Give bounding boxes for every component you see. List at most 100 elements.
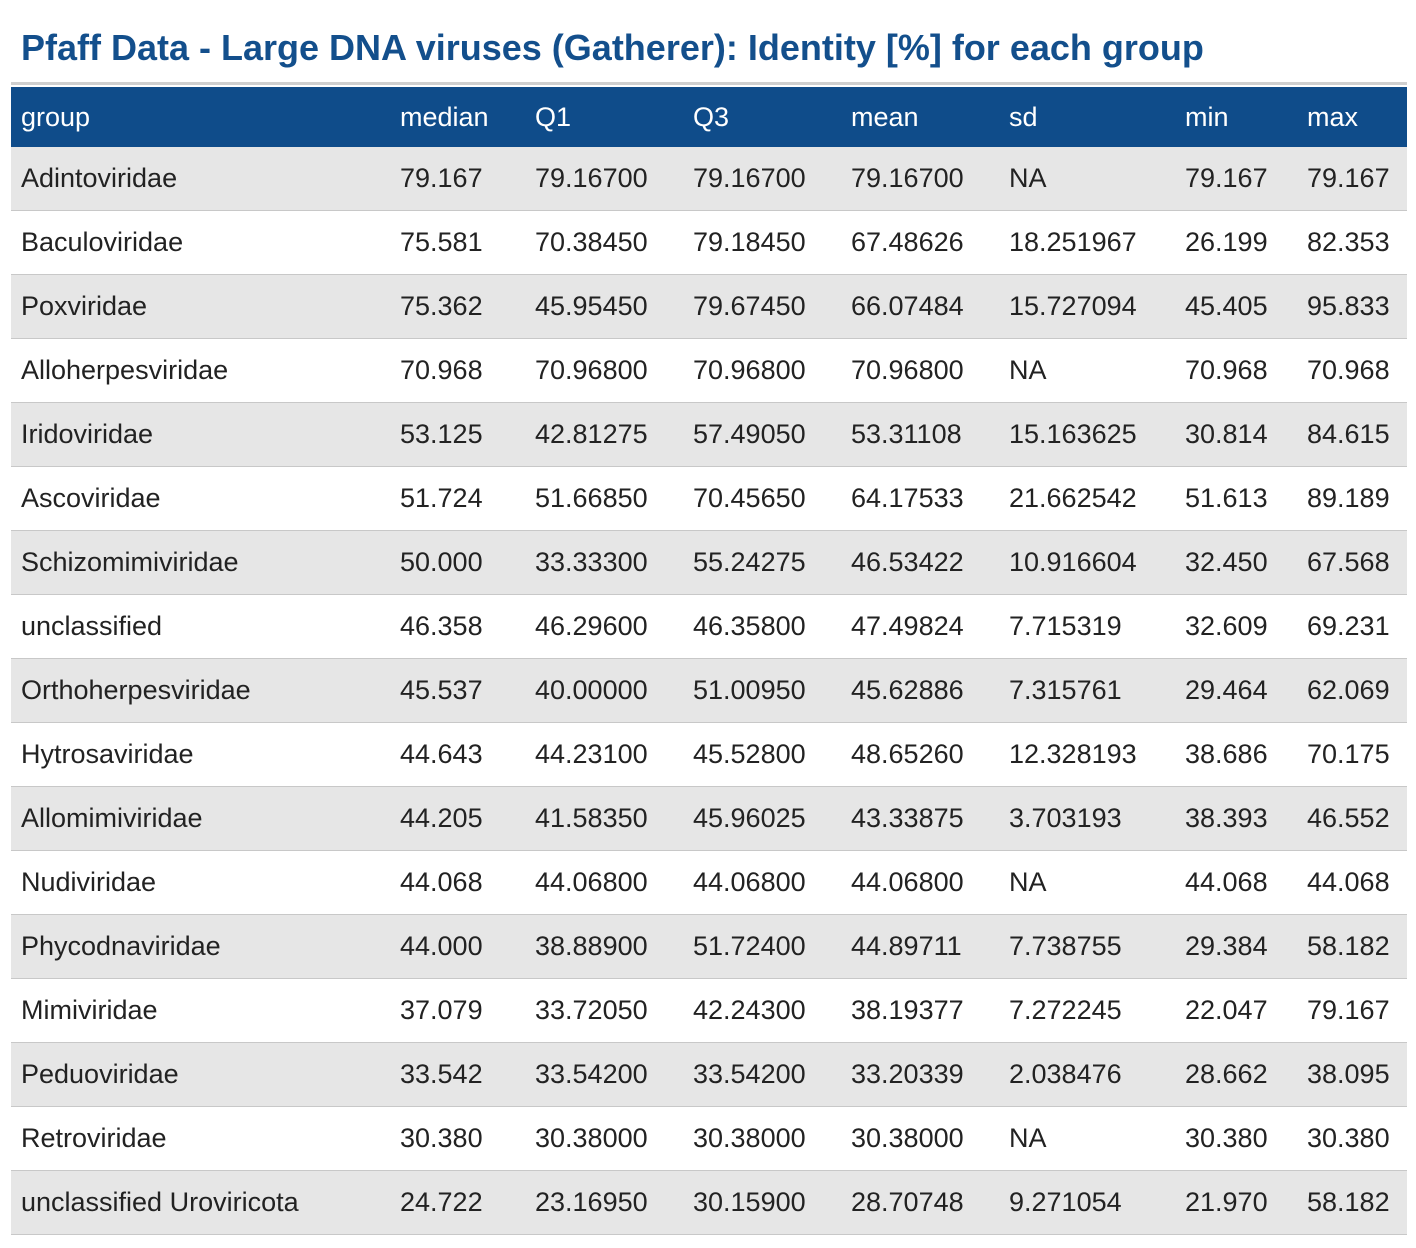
group-cell: Allomimiviridae bbox=[11, 786, 390, 851]
value-cell: 10.916604 bbox=[999, 530, 1175, 595]
value-cell: 37.079 bbox=[390, 978, 525, 1043]
value-cell: 79.16700 bbox=[841, 147, 999, 211]
value-cell: 46.358 bbox=[390, 594, 525, 659]
value-cell: 30.380 bbox=[1297, 1106, 1407, 1171]
value-cell: 2.038476 bbox=[999, 1042, 1175, 1107]
value-cell: 79.167 bbox=[390, 147, 525, 211]
value-cell: 46.53422 bbox=[841, 530, 999, 595]
value-cell: 51.72400 bbox=[683, 914, 841, 979]
value-cell: 41.58350 bbox=[525, 786, 683, 851]
group-cell: Nudiviridae bbox=[11, 850, 390, 915]
value-cell: NA bbox=[999, 147, 1175, 211]
value-cell: 51.613 bbox=[1175, 466, 1297, 531]
value-cell: 70.96800 bbox=[525, 338, 683, 403]
value-cell: 33.33300 bbox=[525, 530, 683, 595]
value-cell: 53.31108 bbox=[841, 402, 999, 467]
value-cell: 53.125 bbox=[390, 402, 525, 467]
value-cell: 69.231 bbox=[1297, 594, 1407, 659]
group-cell: Phycodnaviridae bbox=[11, 914, 390, 979]
table-row: Mimiviridae 37.079 33.72050 42.24300 38.1937… bbox=[11, 978, 1407, 1043]
value-cell: 51.00950 bbox=[683, 658, 841, 723]
table-row: Baculoviridae 75.581 70.38450 79.18450 67.48… bbox=[11, 210, 1407, 275]
value-cell: 79.167 bbox=[1297, 147, 1407, 211]
table-row: Poxviridae 75.362 45.95450 79.67450 66.07484… bbox=[11, 274, 1407, 339]
value-cell: 22.047 bbox=[1175, 978, 1297, 1043]
value-cell: 40.00000 bbox=[525, 658, 683, 723]
group-cell: Ascoviridae bbox=[11, 466, 390, 531]
value-cell: 44.06800 bbox=[841, 850, 999, 915]
table-row: Nudiviridae 44.068 44.06800 44.06800 44.0680… bbox=[11, 850, 1407, 915]
column-header: Q3 bbox=[683, 87, 841, 147]
value-cell: 32.609 bbox=[1175, 594, 1297, 659]
value-cell: 45.52800 bbox=[683, 722, 841, 787]
value-cell: 12.328193 bbox=[999, 722, 1175, 787]
value-cell: 7.315761 bbox=[999, 658, 1175, 723]
group-cell: Alloherpesviridae bbox=[11, 338, 390, 403]
value-cell: 33.54200 bbox=[525, 1042, 683, 1107]
value-cell: NA bbox=[999, 850, 1175, 915]
value-cell: 15.163625 bbox=[999, 402, 1175, 467]
value-cell: 70.45650 bbox=[683, 466, 841, 531]
column-header: mean bbox=[841, 87, 999, 147]
value-cell: 32.450 bbox=[1175, 530, 1297, 595]
group-cell: Adintoviridae bbox=[11, 147, 390, 211]
table-row: Peduoviridae 33.542 33.54200 33.54200 33.203… bbox=[11, 1042, 1407, 1107]
value-cell: 15.727094 bbox=[999, 274, 1175, 339]
table-row: Retroviridae 30.380 30.38000 30.38000 30.380… bbox=[11, 1106, 1407, 1171]
table-row: Hytrosaviridae 44.643 44.23100 45.52800 48.6… bbox=[11, 722, 1407, 787]
value-cell: 28.70748 bbox=[841, 1170, 999, 1235]
value-cell: 46.35800 bbox=[683, 594, 841, 659]
column-header: sd bbox=[999, 87, 1175, 147]
value-cell: 75.362 bbox=[390, 274, 525, 339]
value-cell: 3.703193 bbox=[999, 786, 1175, 851]
value-cell: 30.814 bbox=[1175, 402, 1297, 467]
value-cell: 30.38000 bbox=[525, 1106, 683, 1171]
value-cell: 45.537 bbox=[390, 658, 525, 723]
value-cell: 50.000 bbox=[390, 530, 525, 595]
table-row: unclassified Uroviricota 24.722 23.16950 30… bbox=[11, 1170, 1407, 1235]
table-row: unclassified 46.358 46.29600 46.35800 47.498… bbox=[11, 594, 1407, 659]
value-cell: 58.182 bbox=[1297, 1170, 1407, 1235]
value-cell: 26.199 bbox=[1175, 210, 1297, 275]
value-cell: 79.167 bbox=[1175, 147, 1297, 211]
value-cell: 45.405 bbox=[1175, 274, 1297, 339]
value-cell: 21.970 bbox=[1175, 1170, 1297, 1235]
value-cell: 67.48626 bbox=[841, 210, 999, 275]
value-cell: 70.968 bbox=[390, 338, 525, 403]
column-header: min bbox=[1175, 87, 1297, 147]
value-cell: 33.20339 bbox=[841, 1042, 999, 1107]
group-cell: Schizomimiviridae bbox=[11, 530, 390, 595]
group-cell: Orthoherpesviridae bbox=[11, 658, 390, 723]
group-cell: Iridoviridae bbox=[11, 402, 390, 467]
value-cell: NA bbox=[999, 1106, 1175, 1171]
value-cell: 42.81275 bbox=[525, 402, 683, 467]
value-cell: 42.24300 bbox=[683, 978, 841, 1043]
value-cell: 82.353 bbox=[1297, 210, 1407, 275]
value-cell: NA bbox=[999, 338, 1175, 403]
value-cell: 33.54200 bbox=[683, 1042, 841, 1107]
column-header: group bbox=[11, 87, 390, 147]
group-cell: Poxviridae bbox=[11, 274, 390, 339]
value-cell: 58.182 bbox=[1297, 914, 1407, 979]
value-cell: 29.384 bbox=[1175, 914, 1297, 979]
value-cell: 38.686 bbox=[1175, 722, 1297, 787]
group-cell: unclassified Uroviricota bbox=[11, 1170, 390, 1235]
value-cell: 24.722 bbox=[390, 1170, 525, 1235]
value-cell: 30.15900 bbox=[683, 1170, 841, 1235]
value-cell: 43.33875 bbox=[841, 786, 999, 851]
value-cell: 79.167 bbox=[1297, 978, 1407, 1043]
value-cell: 7.738755 bbox=[999, 914, 1175, 979]
value-cell: 84.615 bbox=[1297, 402, 1407, 467]
header-row: group median Q1 Q3 mean sd min max bbox=[11, 87, 1407, 147]
value-cell: 7.715319 bbox=[999, 594, 1175, 659]
value-cell: 46.552 bbox=[1297, 786, 1407, 851]
value-cell: 70.968 bbox=[1175, 338, 1297, 403]
value-cell: 57.49050 bbox=[683, 402, 841, 467]
value-cell: 55.24275 bbox=[683, 530, 841, 595]
group-cell: Retroviridae bbox=[11, 1106, 390, 1171]
value-cell: 9.271054 bbox=[999, 1170, 1175, 1235]
value-cell: 67.568 bbox=[1297, 530, 1407, 595]
value-cell: 44.000 bbox=[390, 914, 525, 979]
group-cell: Peduoviridae bbox=[11, 1042, 390, 1107]
